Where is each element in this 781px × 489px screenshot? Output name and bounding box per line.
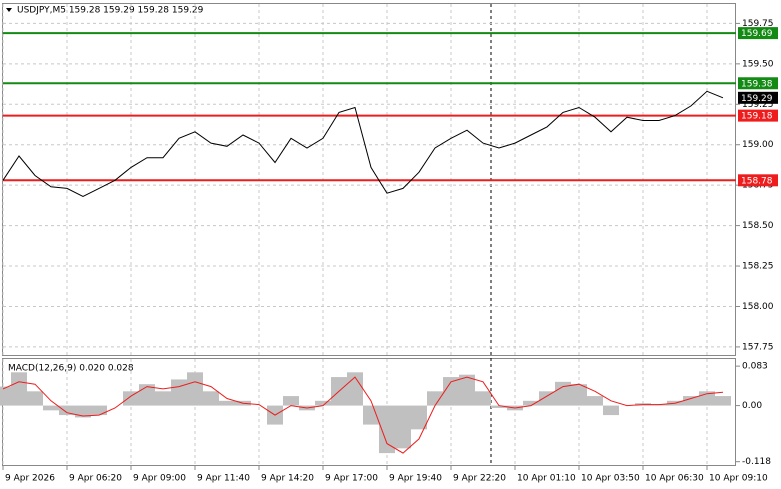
macd-bar bbox=[0, 386, 11, 406]
macd-bar bbox=[603, 405, 619, 416]
macd-bar bbox=[459, 374, 475, 406]
x-tick-label: 9 Apr 09:00 bbox=[133, 474, 186, 484]
menu-arrow bbox=[6, 8, 12, 12]
x-tick-label: 10 Apr 01:10 bbox=[517, 474, 576, 484]
y-tick-label: 159.00 bbox=[742, 140, 774, 150]
macd-bar bbox=[155, 391, 171, 406]
x-tick-label: 9 Apr 22:20 bbox=[453, 474, 506, 484]
x-tick-label: 9 Apr 2026 bbox=[5, 474, 55, 484]
macd-frame bbox=[2, 358, 736, 466]
macd-bar bbox=[59, 405, 75, 416]
macd-bar bbox=[11, 372, 27, 406]
price-tag bbox=[738, 91, 778, 104]
x-tick-label: 9 Apr 06:20 bbox=[69, 474, 122, 484]
macd-title: MACD(12,26,9) 0.020 0.028 bbox=[8, 364, 134, 374]
y-tick-label: 158.50 bbox=[742, 221, 774, 231]
level-tag-label: 159.69 bbox=[741, 29, 773, 39]
macd-bar bbox=[523, 400, 539, 406]
y-tick-label: 159.50 bbox=[742, 59, 774, 69]
level-tag bbox=[738, 27, 778, 40]
y-tick-label: 158.25 bbox=[742, 262, 774, 272]
macd-bar bbox=[411, 405, 427, 430]
x-tick-label: 9 Apr 11:40 bbox=[197, 474, 250, 484]
macd-bar bbox=[283, 396, 299, 406]
level-tag bbox=[738, 174, 778, 187]
y-tick-label: 0.083 bbox=[742, 362, 768, 372]
y-tick-label: 0.00 bbox=[742, 401, 762, 411]
price-line bbox=[2, 90, 724, 198]
macd-bar bbox=[187, 372, 203, 406]
level-tag-label: 159.38 bbox=[741, 79, 773, 89]
macd-bar bbox=[315, 400, 331, 406]
macd-bar bbox=[475, 391, 491, 406]
macd-bar bbox=[219, 400, 235, 406]
x-tick-label: 9 Apr 17:00 bbox=[325, 474, 378, 484]
level-tag bbox=[738, 77, 778, 90]
macd-bar bbox=[443, 377, 459, 406]
x-tick-label: 10 Apr 09:10 bbox=[709, 474, 768, 484]
y-tick-label: 159.75 bbox=[742, 19, 774, 29]
macd-bar bbox=[75, 405, 91, 418]
chart-title: USDJPY,M5 159.28 159.29 159.28 159.29 bbox=[17, 6, 204, 16]
macd-bar bbox=[43, 405, 59, 411]
macd-bar bbox=[715, 396, 731, 406]
macd-bar bbox=[27, 391, 43, 406]
macd-bar bbox=[395, 405, 411, 449]
x-tick-label: 9 Apr 14:20 bbox=[261, 474, 314, 484]
x-tick-label: 10 Apr 03:50 bbox=[581, 474, 640, 484]
macd-bar bbox=[555, 381, 571, 406]
signal-line bbox=[2, 376, 724, 454]
x-tick-label: 9 Apr 19:40 bbox=[389, 474, 442, 484]
price-tag-label: 159.29 bbox=[741, 94, 773, 104]
macd-bar bbox=[203, 391, 219, 406]
macd-bar bbox=[491, 405, 507, 408]
macd-bar bbox=[123, 391, 139, 406]
macd-bar bbox=[571, 384, 587, 406]
x-tick-label: 10 Apr 06:30 bbox=[645, 474, 704, 484]
y-tick-label: 157.75 bbox=[742, 342, 774, 352]
macd-bar bbox=[539, 391, 555, 406]
macd-bar bbox=[379, 405, 395, 454]
macd-bar bbox=[171, 379, 187, 406]
y-tick-label: 158.00 bbox=[742, 302, 774, 312]
level-tag-label: 159.18 bbox=[741, 112, 773, 122]
level-tag bbox=[738, 109, 778, 122]
y-tick-label: -0.118 bbox=[742, 457, 771, 467]
macd-bar bbox=[427, 391, 443, 406]
macd-bar bbox=[587, 396, 603, 406]
macd-bar bbox=[91, 405, 107, 416]
y-tick-label: 159.25 bbox=[742, 100, 774, 110]
macd-bar bbox=[683, 396, 699, 406]
level-tag-label: 158.78 bbox=[741, 176, 773, 186]
